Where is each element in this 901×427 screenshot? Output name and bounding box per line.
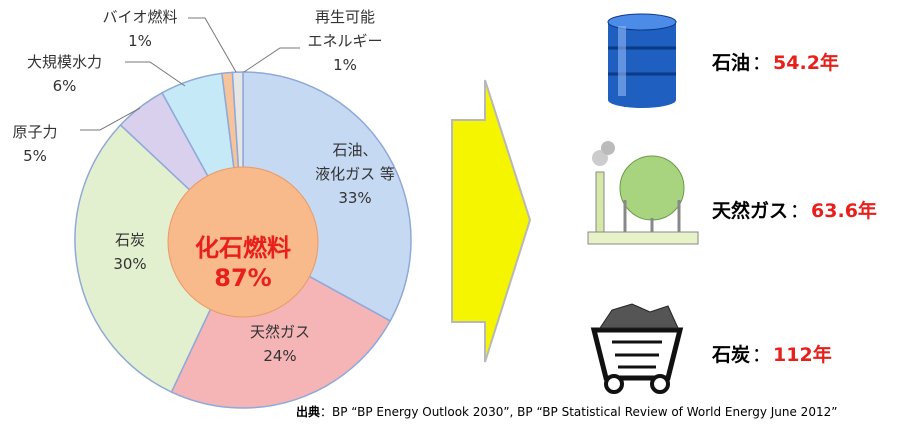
reserve: 天然ガス： 63.6年: [712, 200, 877, 222]
arrow: [451, 79, 532, 363]
center-title: 化石燃料: [195, 234, 291, 262]
leader-line: [188, 17, 237, 73]
center-circle: [167, 166, 319, 318]
source: 出典：BP “BP Energy Outlook 2030”, BP “BP S…: [296, 405, 838, 419]
leader-lines: [80, 17, 300, 131]
slice-label: 大規模水力 6%: [26, 53, 102, 95]
oil-barrel-icon: [607, 13, 677, 108]
slice-label: 天然ガス 24%: [249, 323, 310, 365]
leader-line: [80, 107, 141, 131]
gas-plant-icon: [587, 141, 699, 245]
slice-label: 石炭 30%: [113, 231, 147, 273]
center-label: 87%: [214, 264, 272, 292]
reserve: 石炭： 112年: [712, 344, 832, 366]
coal-cart-icon: [590, 303, 684, 394]
leader-line: [243, 47, 300, 73]
slice-label: 再生可能 エネルギー 1%: [307, 8, 383, 74]
slice-label: バイオ燃料 1%: [102, 8, 178, 50]
pie-slice: [74, 123, 244, 394]
pie: [74, 71, 412, 409]
slice-label: 石油、 液化ガス 等 33%: [315, 141, 395, 207]
reserve: 石油： 54.2年: [712, 52, 839, 74]
leader-line: [125, 61, 186, 87]
slice-label: 原子力 5%: [12, 123, 58, 165]
